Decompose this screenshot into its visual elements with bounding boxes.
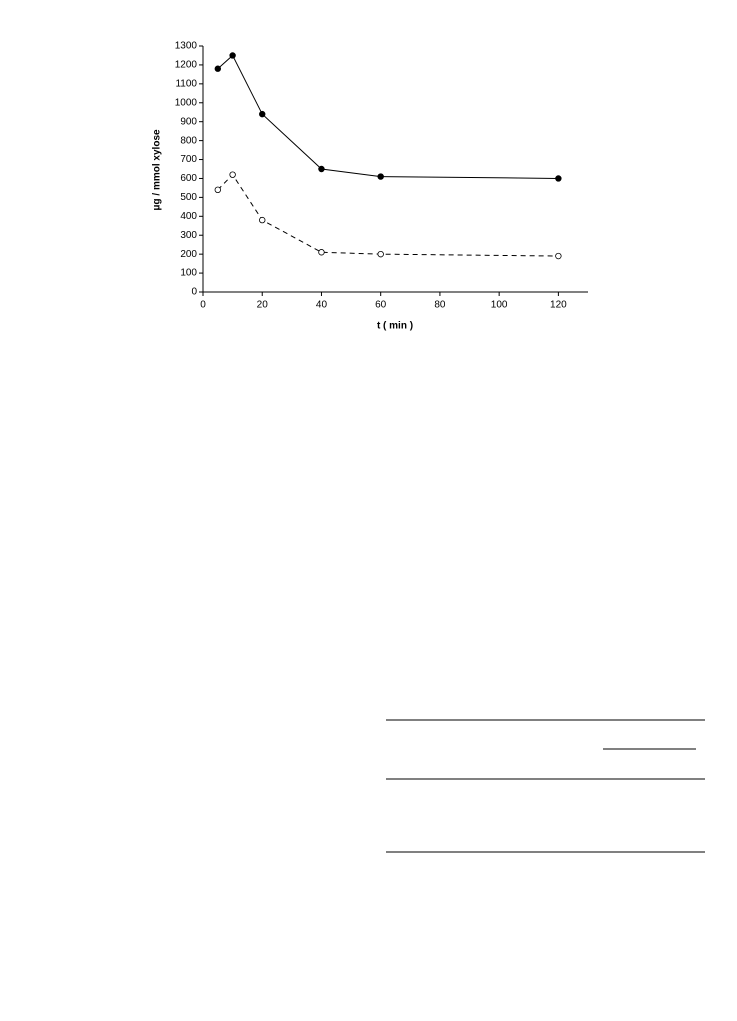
y-tick-label: 1100	[175, 78, 197, 89]
data-point	[214, 186, 222, 194]
y-tick-label: 300	[180, 230, 197, 241]
data-point	[377, 173, 384, 180]
y-tick-label: 1000	[175, 97, 198, 108]
series-line	[217, 54, 559, 179]
x-tick-label: 120	[550, 300, 567, 311]
y-tick-label: 200	[180, 249, 197, 260]
data-point	[259, 110, 266, 118]
y-tick-label: 900	[180, 116, 197, 127]
y-tick-label: 500	[180, 192, 197, 203]
y-tick-label: 0	[191, 287, 197, 298]
y-tick-label: 800	[180, 135, 197, 146]
y-tick-label: 600	[180, 173, 197, 184]
data-point	[229, 171, 236, 178]
data-point	[318, 249, 325, 256]
series-line	[217, 173, 559, 257]
data-point	[555, 252, 562, 260]
y-tick-label: 1300	[175, 41, 198, 52]
data-point	[229, 52, 236, 59]
y-tick-label: 1200	[175, 60, 198, 71]
x-tick-label: 20	[257, 300, 269, 311]
data-point	[214, 65, 222, 72]
x-tick-label: 0	[200, 300, 206, 311]
y-tick-label: 400	[180, 211, 197, 222]
table-rules	[386, 719, 705, 853]
y-tick-label: 100	[180, 268, 197, 279]
x-tick-label: 40	[316, 300, 328, 311]
y-axis-label: μg / mmol xylose	[152, 129, 163, 211]
data-point	[377, 250, 384, 258]
data-point	[318, 165, 325, 173]
x-axis-label: t ( min )	[377, 321, 413, 332]
data-point	[259, 216, 266, 224]
x-tick-label: 60	[375, 300, 387, 311]
data-point	[555, 175, 562, 182]
x-tick-label: 80	[434, 300, 446, 311]
x-tick-label: 100	[491, 300, 508, 311]
y-tick-label: 700	[180, 154, 197, 165]
